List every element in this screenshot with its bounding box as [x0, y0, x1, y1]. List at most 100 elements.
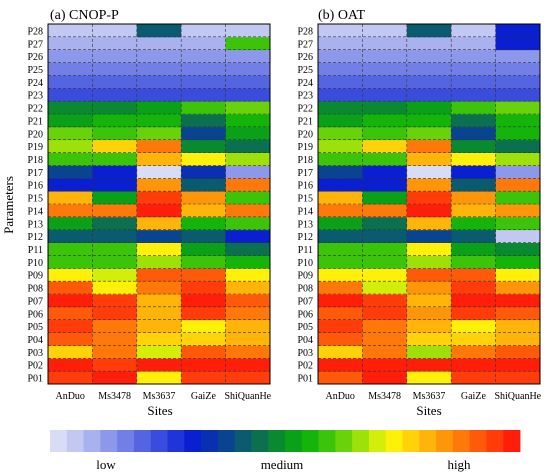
x-tick-label: ShiQuanHe — [224, 391, 271, 402]
colorbar-swatch — [100, 430, 118, 452]
heatmap-cell — [136, 178, 182, 192]
heatmap-cell — [362, 229, 408, 243]
heatmap-cell — [362, 306, 408, 321]
heatmap-cell — [362, 191, 408, 205]
heatmap-cell — [92, 88, 138, 102]
heatmap-cell — [451, 255, 496, 269]
y-tick-label: P28 — [27, 26, 43, 37]
heatmap-cell — [181, 126, 226, 141]
y-tick-label: P25 — [27, 65, 43, 76]
heatmap-cell — [48, 371, 93, 385]
heatmap-cell — [181, 88, 226, 102]
heatmap-cell — [136, 62, 182, 76]
heatmap-cell — [318, 191, 363, 205]
heatmap-cell — [362, 178, 408, 192]
heatmap-cell — [136, 88, 182, 102]
heatmap-cell — [495, 36, 541, 51]
heatmap-cell — [181, 114, 226, 128]
heatmap-cell — [495, 62, 541, 76]
heatmap-cell — [181, 139, 226, 153]
colorbar-swatch — [234, 430, 252, 452]
heatmap-cell — [318, 62, 363, 76]
heatmap-cell — [181, 332, 226, 346]
heatmap-cell — [181, 36, 226, 51]
heatmap-cell — [92, 358, 138, 372]
heatmap-cell — [136, 242, 182, 256]
heatmap-cell — [136, 114, 182, 128]
y-tick-label: P11 — [298, 245, 313, 256]
y-tick-label: P09 — [27, 271, 43, 282]
heatmap-cell — [136, 332, 182, 346]
heatmap-cell — [181, 101, 226, 115]
y-tick-label: P13 — [27, 219, 43, 230]
heatmap-cell — [495, 88, 541, 102]
heatmap-cells-b — [318, 24, 541, 385]
heatmap-cell — [495, 178, 541, 192]
heatmap-cell — [48, 36, 93, 51]
heatmap-cell — [362, 204, 408, 218]
heatmap-cell — [92, 36, 138, 51]
heatmap-cell — [225, 306, 271, 321]
heatmap-cell — [136, 101, 182, 115]
heatmap-cell — [451, 152, 496, 166]
colorbar-swatch — [268, 430, 286, 452]
y-tick-label: P15 — [297, 194, 313, 205]
heatmap-cell — [225, 242, 271, 256]
heatmap-cell — [92, 294, 138, 308]
grid-lines-b — [318, 24, 540, 384]
colorbar-swatch — [285, 430, 303, 452]
heatmap-cell — [406, 114, 452, 128]
y-tick-label: P21 — [297, 116, 313, 127]
y-tick-label: P10 — [27, 258, 43, 269]
heatmap-cell — [406, 139, 452, 153]
y-tick-label: P02 — [297, 361, 313, 372]
heatmap-cell — [136, 358, 182, 372]
heatmap-cell — [495, 165, 541, 179]
heatmap-cell — [451, 319, 496, 333]
heatmap-cell — [92, 204, 138, 218]
heatmap-cell — [406, 371, 452, 385]
colorbar-swatches — [50, 430, 521, 452]
heatmap-cell — [92, 24, 138, 38]
heatmap-cell — [495, 75, 541, 89]
panel-title-a: (a) CNOP-P — [50, 8, 119, 23]
heatmap-cell — [451, 36, 496, 51]
heatmap-cell — [136, 294, 182, 308]
heatmap-cell — [92, 371, 138, 385]
y-tick-label: P15 — [27, 194, 43, 205]
heatmap-cell — [225, 101, 271, 115]
y-tick-label: P06 — [297, 309, 313, 320]
heatmap-cell — [225, 255, 271, 269]
heatmap-cell — [225, 24, 271, 38]
heatmap-cell — [136, 152, 182, 166]
y-tick-label: P10 — [297, 258, 313, 269]
heatmap-cell — [225, 268, 271, 282]
colorbar-swatch — [385, 430, 403, 452]
heatmap-cell — [92, 281, 138, 295]
y-tick-label: P08 — [27, 284, 43, 295]
heatmap-cell — [495, 345, 541, 359]
x-tick-label: GaiZe — [191, 391, 217, 402]
heatmap-cell — [48, 191, 93, 205]
heatmap-cell — [48, 345, 93, 359]
colorbar-swatch — [150, 430, 168, 452]
y-tick-label: P27 — [27, 39, 43, 50]
heatmap-cell — [181, 178, 226, 192]
x-tick-label: AnDuo — [325, 391, 354, 402]
y-tick-label: P27 — [297, 39, 313, 50]
heatmap-cell — [362, 36, 408, 51]
heatmap-cell — [451, 294, 496, 308]
heatmap-cell — [495, 281, 541, 295]
heatmap-cell — [495, 191, 541, 205]
heatmap-cell — [318, 345, 363, 359]
heatmap-cell — [362, 101, 408, 115]
heatmap-cell — [362, 75, 408, 89]
y-tick-label: P05 — [297, 322, 313, 333]
heatmap-cell — [136, 139, 182, 153]
heatmap-cell — [92, 268, 138, 282]
y-tick-label: P08 — [297, 284, 313, 295]
heatmap-cell — [181, 268, 226, 282]
heatmap-cell — [48, 114, 93, 128]
